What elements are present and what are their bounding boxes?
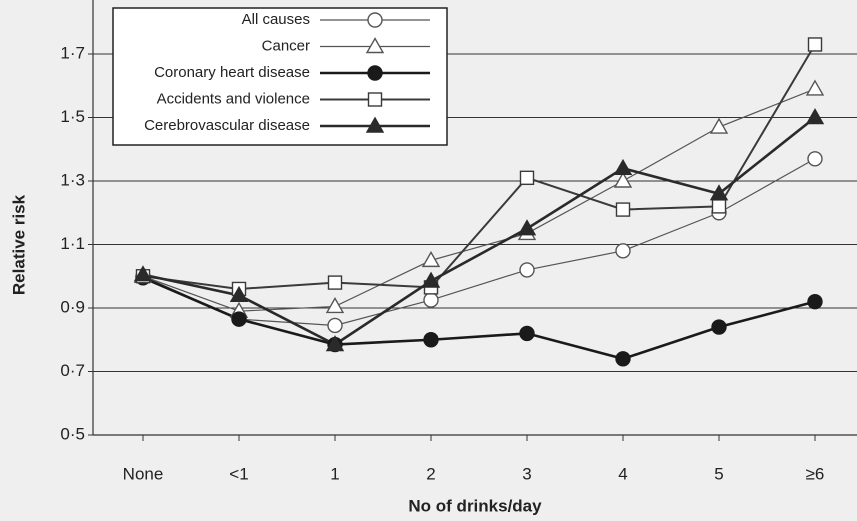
series-line	[142, 158, 816, 327]
data-point	[807, 37, 823, 52]
legend-label: All causes	[242, 11, 310, 28]
data-point	[423, 292, 439, 308]
legend-marker	[365, 37, 385, 54]
x-tick-label: <1	[229, 464, 248, 483]
data-point	[519, 170, 535, 186]
data-point	[327, 317, 343, 334]
data-point	[711, 199, 727, 214]
data-point	[421, 250, 441, 268]
data-point	[613, 171, 633, 188]
x-tick-label: 3	[522, 464, 531, 483]
data-point	[325, 297, 345, 314]
x-tick-label: 5	[714, 464, 723, 483]
y-tick-label: 0·9	[60, 297, 85, 316]
data-point	[805, 79, 825, 96]
data-point	[519, 325, 535, 342]
legend-marker	[367, 12, 383, 28]
legend-label: Accidents and violence	[157, 90, 310, 107]
x-tick-label: 1	[330, 464, 339, 483]
data-point	[615, 351, 631, 367]
legend-label: Coronary heart disease	[154, 64, 310, 81]
y-tick-label: 1·1	[60, 234, 85, 253]
y-axis-title: Relative risk	[9, 194, 28, 295]
y-tick-label: 0·7	[60, 361, 85, 380]
data-point	[807, 151, 823, 167]
series-line	[142, 276, 816, 361]
data-point	[423, 332, 439, 348]
data-point	[517, 219, 537, 236]
x-tick-label: 2	[426, 464, 435, 483]
series-line	[142, 43, 816, 290]
data-point	[421, 271, 441, 288]
y-tick-label: 1·7	[60, 43, 85, 62]
legend-marker	[365, 116, 385, 133]
data-point	[709, 117, 729, 134]
data-point	[231, 311, 247, 327]
x-tick-label: ≥6	[806, 464, 825, 483]
data-point	[615, 243, 631, 259]
x-axis-title: No of drinks/day	[408, 496, 542, 515]
legend-marker	[367, 65, 383, 81]
legend-marker	[367, 92, 383, 107]
y-tick-label: 1·5	[60, 107, 85, 126]
data-point	[229, 285, 249, 302]
data-point	[615, 202, 631, 217]
data-point	[133, 265, 153, 282]
series-line	[142, 88, 816, 312]
legend-label: Cancer	[262, 37, 310, 54]
data-point	[805, 108, 825, 125]
data-point	[519, 262, 535, 278]
data-point	[807, 293, 823, 310]
y-tick-label: 0·5	[60, 424, 85, 443]
x-tick-label: 4	[618, 464, 627, 483]
data-point	[709, 184, 729, 201]
legend-box	[112, 7, 448, 146]
data-point	[613, 158, 633, 176]
legend-label: Cerebrovascular disease	[144, 117, 310, 134]
x-tick-label: None	[123, 464, 164, 483]
data-point	[327, 275, 343, 290]
data-point	[325, 335, 345, 352]
series-line	[142, 116, 816, 347]
y-tick-label: 1·3	[60, 170, 85, 189]
data-point	[711, 319, 727, 335]
